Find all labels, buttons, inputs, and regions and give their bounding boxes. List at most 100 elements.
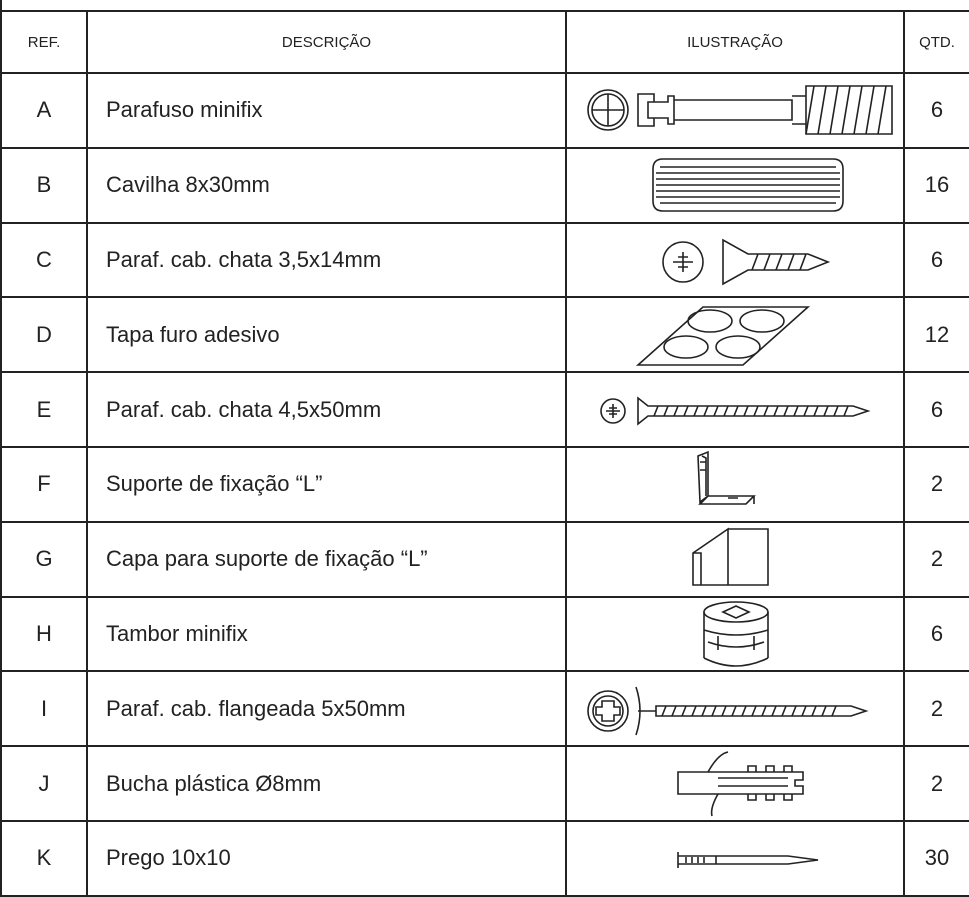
- description-cell: Tapa furo adesivo: [86, 296, 567, 374]
- drawing-stroke: [701, 455, 707, 497]
- quantity-cell: 30: [903, 819, 969, 897]
- illustration-cell: [565, 371, 905, 448]
- ref-cell: A: [0, 72, 88, 149]
- description-cell: Paraf. cab. flangeada 5x50mm: [86, 670, 567, 748]
- ref-cell: I: [0, 670, 88, 748]
- quantity-cell: 12: [903, 296, 969, 374]
- drawing-stroke: [656, 166, 840, 204]
- description-cell: Bucha plástica Ø8mm: [86, 745, 567, 822]
- drawing-stroke: [600, 397, 626, 424]
- illustration-cell: [565, 221, 905, 299]
- header-cell: QTD.: [903, 10, 969, 74]
- ref-cell: K: [0, 819, 88, 897]
- description-cell: Capa para suporte de fixação “L”: [86, 520, 567, 598]
- drawing-stroke: [673, 251, 693, 272]
- drawing-stroke: [587, 689, 629, 732]
- ref-cell: G: [0, 520, 88, 598]
- quantity-cell: 6: [903, 72, 969, 149]
- part-illustration: [677, 852, 819, 869]
- drawing-stroke: [722, 238, 831, 286]
- drawing-stroke: [697, 451, 756, 506]
- illustration-cell: [565, 745, 905, 822]
- ref-cell: C: [0, 221, 88, 299]
- header-cell: REF.: [0, 10, 88, 74]
- drawing-stroke: [635, 686, 869, 736]
- table-row: B Cavilha 8x30mm 16: [0, 146, 969, 224]
- ref-cell: H: [0, 595, 88, 673]
- illustration-cell: [565, 595, 905, 673]
- illustration-cell: [565, 146, 905, 224]
- illustration-cell: [565, 520, 905, 598]
- ref-cell: F: [0, 445, 88, 523]
- description-cell: Paraf. cab. chata 3,5x14mm: [86, 221, 567, 299]
- border-line: [0, 0, 2, 10]
- ref-cell: E: [0, 371, 88, 448]
- ref-cell: J: [0, 745, 88, 822]
- drawing-stroke: [715, 334, 761, 359]
- drawing-stroke: [677, 852, 819, 869]
- description-cell: Tambor minifix: [86, 595, 567, 673]
- description-cell: Prego 10x10: [86, 819, 567, 897]
- part-illustration: [587, 686, 869, 736]
- quantity-cell: 6: [903, 371, 969, 448]
- drawing-stroke: [661, 705, 837, 717]
- quantity-cell: 2: [903, 670, 969, 748]
- table-row: E Paraf. cab. chata 4,5x50mm 6: [0, 371, 969, 448]
- table-row: G Capa para suporte de fixação “L” 2: [0, 520, 969, 598]
- quantity-cell: 6: [903, 221, 969, 299]
- description-cell: Paraf. cab. chata 4,5x50mm: [86, 371, 567, 448]
- drawing-stroke: [747, 764, 793, 801]
- drawing-stroke: [692, 527, 769, 586]
- part-illustration: [662, 238, 831, 286]
- header-cell: DESCRIÇÃO: [86, 10, 567, 74]
- part-illustration: [652, 158, 844, 212]
- drawing-stroke: [637, 85, 893, 136]
- drawing-stroke: [587, 89, 629, 132]
- quantity-cell: 16: [903, 146, 969, 224]
- table-row: I Paraf. cab. flangeada 5x50mm 2: [0, 670, 969, 748]
- quantity-cell: 2: [903, 445, 969, 523]
- table-row: J Bucha plástica Ø8mm 2: [0, 745, 969, 822]
- drawing-stroke: [662, 241, 704, 283]
- illustration-cell: [565, 296, 905, 374]
- table-body: A Parafuso minifix 6 B Cavilha 8x30mm 16 C Para…: [0, 72, 969, 897]
- quantity-cell: 2: [903, 520, 969, 598]
- drawing-stroke: [592, 694, 624, 727]
- drawing-stroke: [677, 750, 804, 816]
- drawing-stroke: [635, 305, 811, 366]
- part-illustration: [697, 451, 756, 506]
- drawing-stroke: [703, 605, 769, 667]
- drawing-stroke: [707, 641, 765, 648]
- drawing-stroke: [595, 699, 621, 722]
- table-row: K Prego 10x10 30: [0, 819, 969, 897]
- part-illustration: [677, 750, 804, 816]
- header-cell: ILUSTRAÇÃO: [565, 10, 905, 74]
- description-cell: Cavilha 8x30mm: [86, 146, 567, 224]
- table-row: C Paraf. cab. chata 3,5x14mm 6: [0, 221, 969, 299]
- quantity-cell: 2: [903, 745, 969, 822]
- table-row: H Tambor minifix 6: [0, 595, 969, 673]
- illustration-cell: [565, 819, 905, 897]
- drawing-stroke: [685, 857, 705, 864]
- quantity-cell: 6: [903, 595, 969, 673]
- drawing-stroke: [637, 395, 871, 426]
- drawing-stroke: [652, 158, 844, 212]
- parts-table: REF. DESCRIÇÃO ILUSTRAÇÃO QTD. A Parafuso…: [0, 10, 969, 897]
- part-illustration: [635, 305, 811, 366]
- ref-cell: D: [0, 296, 88, 374]
- table-row: A Parafuso minifix 6: [0, 72, 969, 149]
- drawing-stroke: [606, 403, 620, 418]
- part-illustration: [692, 527, 769, 586]
- part-illustration: [600, 395, 871, 426]
- drawing-stroke: [687, 308, 733, 333]
- part-illustration: [703, 601, 769, 667]
- part-illustration: [587, 85, 893, 136]
- illustration-cell: [565, 670, 905, 748]
- drawing-stroke: [663, 334, 709, 359]
- table-row: D Tapa furo adesivo 12: [0, 296, 969, 374]
- drawing-stroke: [751, 253, 807, 271]
- drawing-stroke: [653, 405, 849, 416]
- header-row: REF. DESCRIÇÃO ILUSTRAÇÃO QTD.: [0, 10, 969, 74]
- description-cell: Suporte de fixação “L”: [86, 445, 567, 523]
- drawing-stroke: [703, 601, 769, 623]
